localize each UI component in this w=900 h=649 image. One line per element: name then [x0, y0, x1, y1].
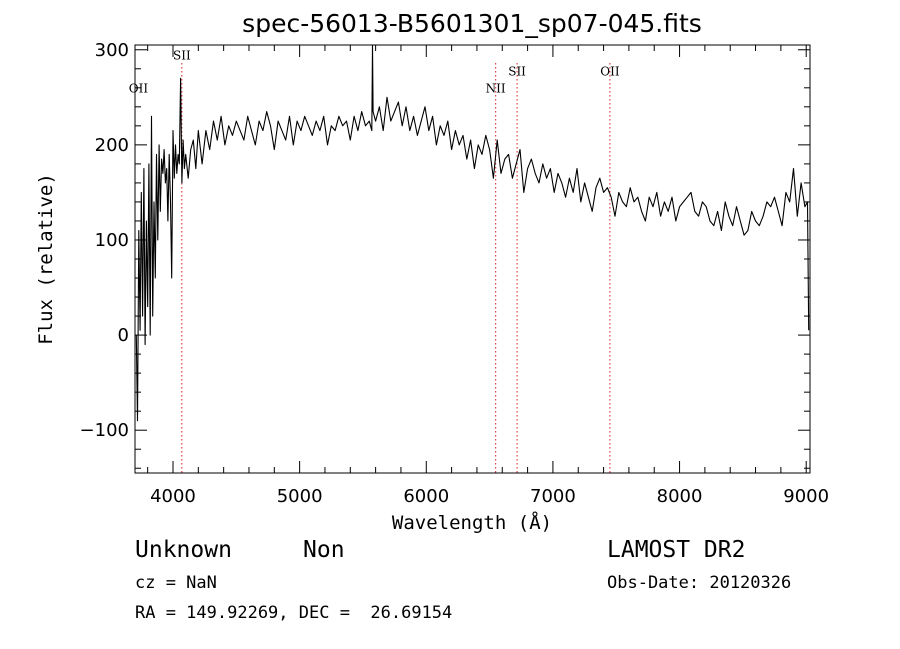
emission-line-label: OII: [600, 64, 620, 78]
emission-line-label: OII: [129, 82, 149, 96]
x-tick-label: 7000: [530, 486, 576, 507]
series-group: [135, 44, 810, 422]
x-tick-label: 8000: [657, 486, 703, 507]
chart-title: spec-56013-B5601301_sp07-045.fits: [242, 9, 702, 38]
emission-line-label: SII: [508, 64, 526, 78]
redshift-cz: cz = NaN: [135, 573, 217, 593]
obs-date: Obs-Date: 20120326: [607, 573, 792, 593]
spectrum-chart: spec-56013-B5601301_sp07-045.fits 4000 50…: [35, 9, 830, 534]
object-subtype: Non: [303, 537, 345, 563]
x-tick-label: 6000: [403, 486, 449, 507]
survey-label: LAMOST DR2: [607, 537, 746, 563]
spectrum-line: [135, 44, 810, 422]
y-tick-label: −100: [80, 420, 129, 441]
y-tick-label: 100: [95, 230, 129, 251]
x-tick-label: 4000: [150, 486, 196, 507]
x-tick-label: 5000: [277, 486, 323, 507]
x-axis-label: Wavelength (Å): [392, 511, 552, 534]
y-tick-label: 300: [95, 40, 129, 61]
y-tick-label: 200: [95, 135, 129, 156]
y-axis-label: Flux (relative): [35, 173, 57, 345]
plot-frame: [134, 44, 811, 474]
tick-group: 4000 5000 6000 7000 8000 9000 −100 0 100 200 300: [80, 40, 830, 507]
coordinates: RA = 149.92269, DEC = 26.69154: [135, 603, 453, 623]
x-tick-label: 9000: [783, 486, 829, 507]
object-type: Unknown: [135, 537, 232, 563]
y-tick-label: 0: [118, 325, 129, 346]
emission-line-label: SII: [173, 48, 191, 62]
emission-line-label: NII: [486, 82, 506, 96]
